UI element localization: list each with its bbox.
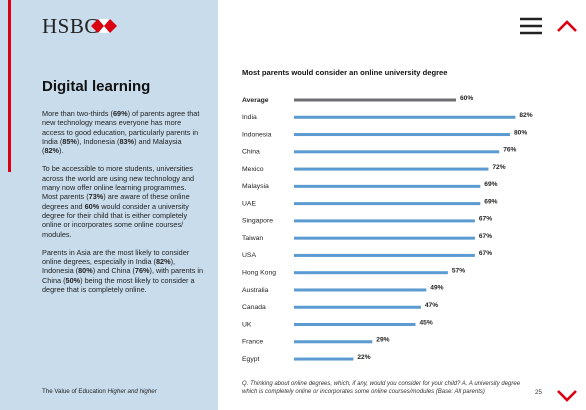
value-label: 29% [376, 337, 389, 344]
category-label: Australia [242, 287, 269, 294]
category-label: USA [242, 252, 256, 259]
sidebar [0, 0, 218, 410]
highlight: 85% [62, 136, 77, 146]
value-label: 67% [479, 216, 492, 223]
value-label: 57% [452, 267, 465, 274]
text-run: ) and Malaysia ( [42, 136, 182, 156]
category-label: UK [242, 321, 252, 328]
value-label: 45% [420, 319, 433, 326]
text-run: ) being the most likely to consider a de… [42, 275, 195, 295]
category-label: Average [242, 97, 269, 104]
category-label: Taiwan [242, 235, 263, 242]
bar [294, 133, 510, 137]
source-part: Higher and higher [107, 388, 157, 395]
value-label: 72% [492, 164, 505, 171]
bar [294, 253, 475, 257]
bar [294, 236, 475, 240]
category-label: Egypt [242, 356, 259, 363]
text-run: ), Indonesia ( [42, 257, 176, 276]
text-run: Parents in Asia are the most likely to c… [42, 247, 190, 267]
text-run: ). [59, 146, 64, 156]
text-run: To be accessible to more students, unive… [42, 164, 195, 202]
category-label: Canada [242, 304, 266, 311]
value-label: 60% [460, 95, 473, 102]
bar [294, 288, 427, 292]
value-label: 67% [479, 250, 492, 257]
highlight: 82% [44, 146, 60, 156]
value-label: 47% [425, 302, 438, 309]
accent-bar [8, 0, 11, 172]
text-run: More than two-thirds ( [42, 109, 113, 118]
bar [294, 340, 373, 344]
text-run: ), with parents in China ( [42, 266, 204, 285]
category-label: Singapore [242, 218, 273, 225]
logo-text: HSBC [42, 14, 99, 38]
chart: Average 60% India 82% Indonesia 80% China 76% Me… [242, 95, 533, 363]
footer-source: The Value of Education Higher and higher [42, 388, 157, 395]
bar [294, 167, 489, 171]
bar [294, 202, 481, 206]
section-title: Digital learning [42, 78, 151, 95]
text-run: ) of parents agree that new technology m… [42, 109, 200, 146]
highlight: 83% [119, 136, 135, 146]
value-label: 76% [503, 147, 516, 154]
category-label: Mexico [242, 166, 264, 173]
bar [294, 305, 421, 309]
chart-note: Q. Thinking about online degrees, which,… [242, 381, 521, 395]
source-part: The Value of Education [42, 388, 108, 395]
category-label: France [242, 339, 263, 346]
highlight: 60% [84, 201, 100, 211]
value-label: 69% [484, 198, 497, 205]
bar [294, 323, 416, 327]
value-label: 22% [357, 354, 370, 361]
highlight: 76% [134, 266, 150, 276]
highlight: 50% [65, 275, 81, 285]
text-run: ), Indonesia ( [76, 136, 120, 146]
bar [294, 115, 516, 119]
value-label: 80% [514, 129, 527, 136]
highlight: 80% [78, 266, 93, 276]
bar [294, 219, 475, 223]
category-label: India [242, 114, 257, 121]
bar [294, 98, 456, 102]
paragraph: More than two-thirds (69%) of parents ag… [42, 109, 204, 155]
category-label: Hong Kong [242, 269, 276, 276]
scroll-down[interactable] [557, 390, 577, 402]
category-label: Indonesia [242, 131, 272, 138]
value-label: 82% [519, 112, 532, 119]
paragraph: To be accessible to more students, unive… [42, 164, 204, 238]
logo-mark [91, 19, 117, 33]
bar [294, 184, 481, 188]
text-run: ) and China ( [92, 266, 135, 276]
value-label: 49% [430, 285, 443, 292]
page-number: 25 [535, 389, 542, 396]
category-label: China [242, 149, 260, 156]
text-run: would consider a university degree for t… [42, 201, 189, 239]
bar [294, 271, 448, 275]
menu-icon[interactable] [520, 17, 542, 35]
bar [294, 150, 500, 154]
scroll-up[interactable] [557, 20, 577, 32]
body-text: More than two-thirds (69%) of parents ag… [42, 109, 204, 303]
value-label: 69% [484, 181, 497, 188]
paragraph: Parents in Asia are the most likely to c… [42, 248, 204, 294]
category-label: UAE [242, 200, 256, 207]
bar [294, 357, 354, 361]
highlight: 69% [112, 109, 128, 118]
highlight: 73% [88, 192, 104, 202]
category-label: Malaysia [242, 183, 269, 190]
highlight: 82% [155, 257, 171, 267]
text-run: ) are aware of these online degrees and [42, 192, 190, 211]
chart-title: Most parents would consider an online un… [242, 68, 448, 77]
value-label: 67% [479, 233, 492, 240]
